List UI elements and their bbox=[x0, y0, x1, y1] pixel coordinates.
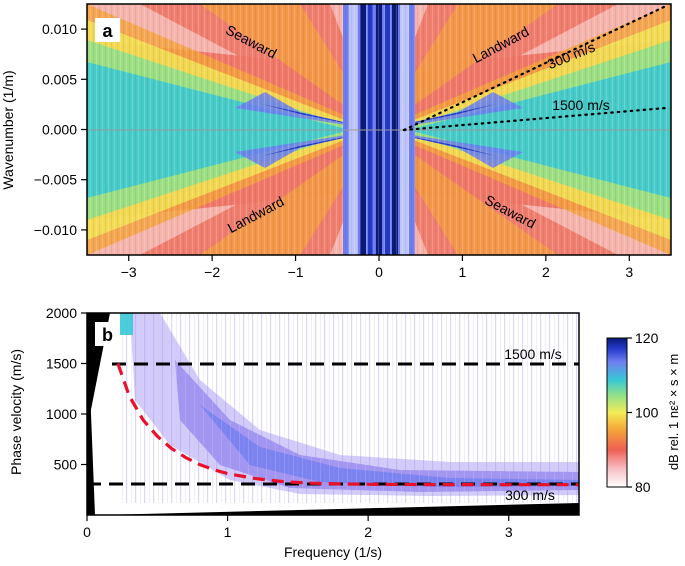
colorbar-tick-label: 100 bbox=[635, 405, 659, 421]
panel-b-ytick-label: 500 bbox=[54, 457, 78, 473]
panel-a-xtick-label: 3 bbox=[625, 264, 633, 280]
colorbar-tick-label: 80 bbox=[635, 479, 651, 495]
panel-a-xtick-label: 2 bbox=[542, 264, 550, 280]
panel-a-xtick-label: 0 bbox=[375, 264, 383, 280]
panel-a-xtick-label: −1 bbox=[288, 264, 304, 280]
panel-a-xtick-label: −3 bbox=[121, 264, 137, 280]
line-1500ms bbox=[402, 106, 668, 132]
panel-b-ytick-label: 1000 bbox=[46, 406, 77, 422]
panel-b-ytick-label: 2000 bbox=[46, 305, 77, 321]
panel-a-ylabel: Wavenumber (1/m) bbox=[0, 70, 16, 189]
panel-b-label-box bbox=[95, 322, 120, 346]
panel-a-y-axis: 0.010 0.005 0.000 −0.005 −0.010 bbox=[34, 21, 87, 238]
panel-a-heatmap bbox=[87, 4, 671, 255]
panel-b-ylabel: Phase velocity (m/s) bbox=[8, 349, 24, 475]
panel-b-xtick-label: 2 bbox=[364, 524, 372, 540]
panel-a-ytick-label: 0.000 bbox=[42, 122, 77, 138]
colorbar: 120 100 80 dB rel. 1 nε² × s × m bbox=[606, 330, 681, 495]
label-1500ms: 1500 m/s bbox=[504, 346, 562, 362]
line-300ms bbox=[402, 4, 668, 132]
panel-a-label-box bbox=[95, 18, 120, 42]
panel-b-label: b bbox=[102, 325, 113, 345]
panel-a-ytick-label: 0.010 bbox=[42, 21, 77, 37]
panel-b-xtick-label: 3 bbox=[505, 524, 513, 540]
panel-a-ytick-label: −0.005 bbox=[34, 172, 77, 188]
panel-b-x-axis: 0 1 2 3 bbox=[83, 515, 513, 540]
colorbar-ticks: 120 100 80 bbox=[627, 330, 659, 495]
colorbar-gradient bbox=[606, 337, 628, 488]
colorbar-label: dB rel. 1 nε² × s × m bbox=[666, 354, 681, 470]
panel-b-ytick-label: 1500 bbox=[46, 356, 77, 372]
panel-a-x-axis: −3 −2 −1 0 1 2 3 bbox=[121, 255, 633, 280]
label-300ms: 300 m/s bbox=[505, 487, 555, 503]
annotation-1500ms: 1500 m/s bbox=[552, 97, 610, 113]
panel-a-ytick-label: −0.010 bbox=[34, 222, 77, 238]
colorbar-tick-label: 120 bbox=[635, 330, 659, 346]
dispersion-curve bbox=[116, 362, 579, 487]
panel-a-xtick-label: −2 bbox=[204, 264, 220, 280]
panel-b-xlabel: Frequency (1/s) bbox=[284, 544, 382, 560]
panel-a-xtick-label: 1 bbox=[459, 264, 467, 280]
panel-b-heatmap bbox=[87, 313, 579, 515]
panel-a: a Seaward Landward Landward Seaward 300 … bbox=[0, 3, 672, 280]
panel-b-xtick-label: 0 bbox=[83, 524, 91, 540]
panel-b-y-axis: 2000 1500 1000 500 bbox=[46, 305, 87, 473]
panel-a-ytick-label: 0.005 bbox=[42, 71, 77, 87]
panel-b-xtick-label: 1 bbox=[224, 524, 232, 540]
panel-a-label: a bbox=[102, 21, 113, 41]
